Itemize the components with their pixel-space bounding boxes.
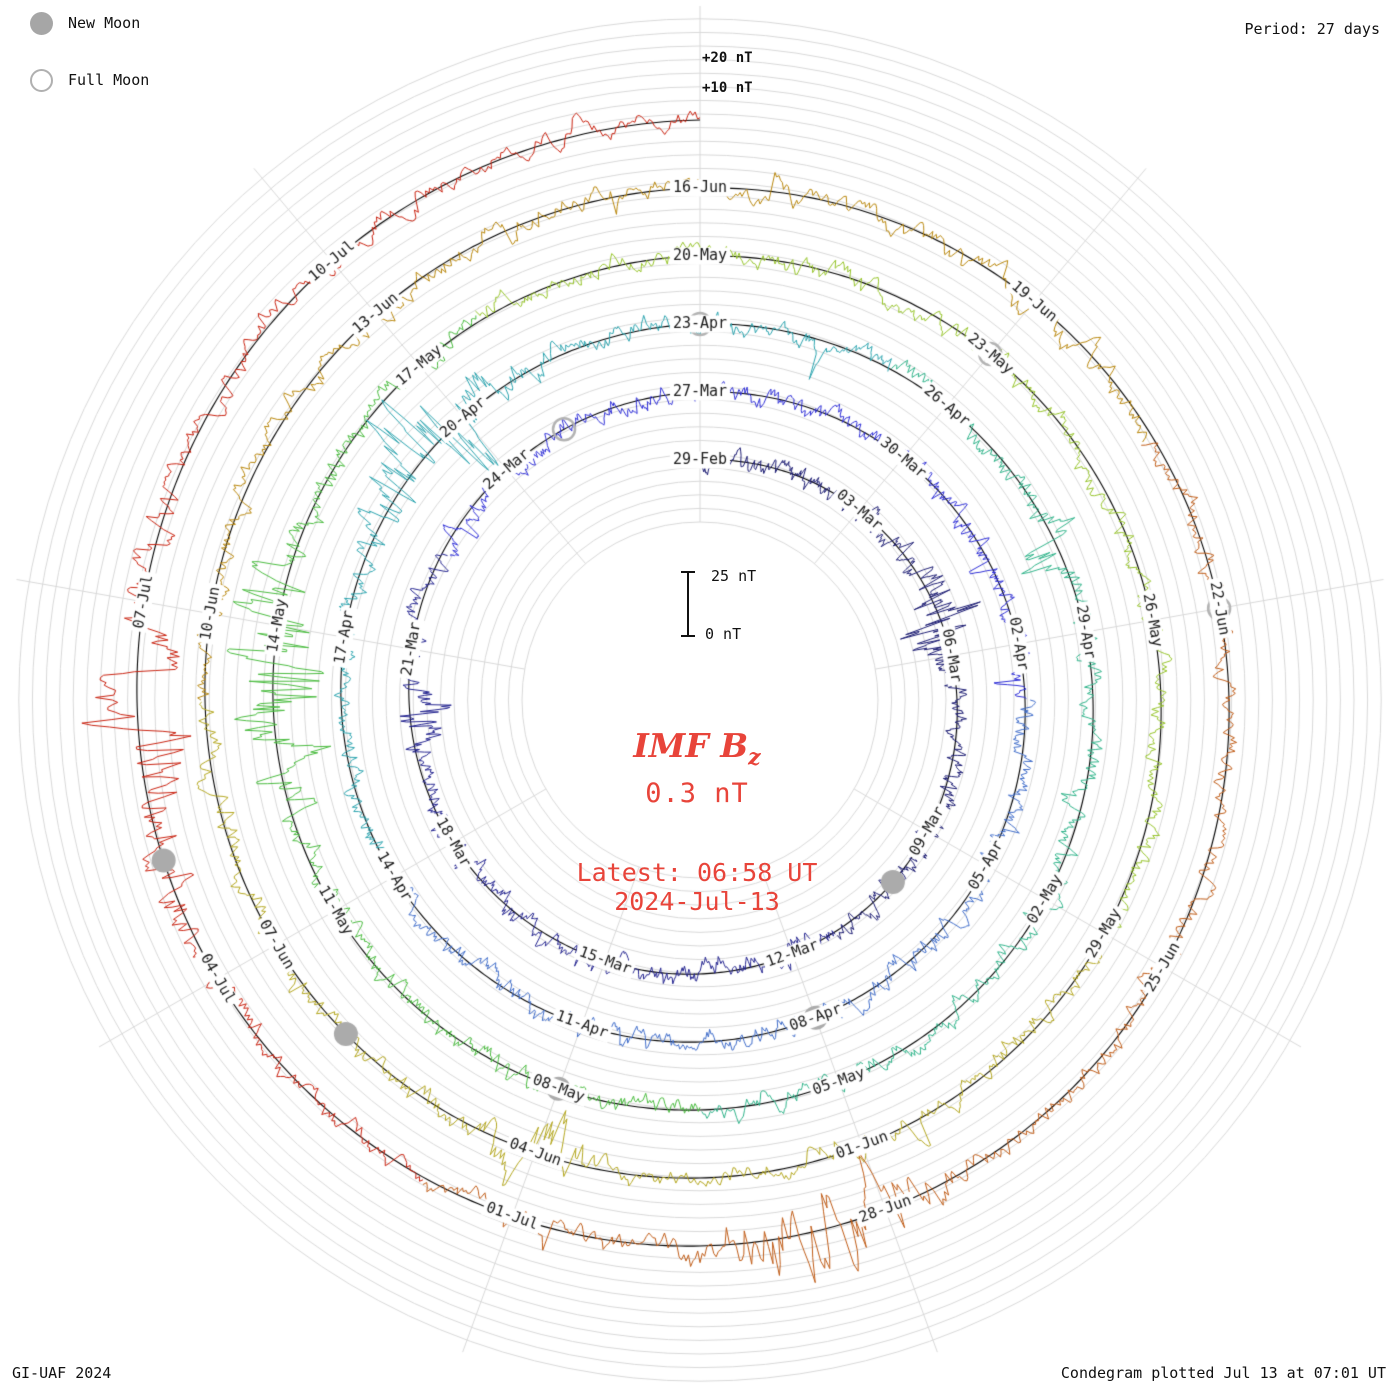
chart-title-main: IMF B bbox=[633, 726, 749, 765]
moon-legend: New Moon Full Moon bbox=[30, 10, 149, 124]
scale-bar-top-label: 25 nT bbox=[711, 567, 757, 585]
scale-bar-bottom-cap bbox=[681, 635, 695, 637]
radial-scale-plus20-label: +20 nT bbox=[702, 50, 753, 66]
credit-gi-uaf: GI-UAF 2024 bbox=[12, 1364, 112, 1382]
legend-full-moon: Full Moon bbox=[30, 67, 149, 93]
current-value-label: 0.3 nT bbox=[645, 778, 749, 809]
new-moon-icon bbox=[30, 11, 53, 35]
new-moon-label: New Moon bbox=[68, 14, 141, 32]
chart-title: IMF Bz bbox=[497, 726, 897, 771]
latest-time-label: Latest: 06:58 UT bbox=[576, 858, 818, 887]
chart-title-subscript: z bbox=[748, 744, 761, 771]
full-moon-label: Full Moon bbox=[68, 71, 150, 89]
legend-new-moon: New Moon bbox=[30, 10, 149, 36]
latest-date-label: 2024-Jul-13 bbox=[614, 887, 780, 916]
period-label: Period: 27 days bbox=[1244, 20, 1380, 38]
scale-bar-bottom-label: 0 nT bbox=[705, 625, 742, 643]
amplitude-scale-bar: 25 nT 0 nT bbox=[681, 567, 791, 643]
full-moon-icon bbox=[30, 68, 53, 92]
scale-bar-stem bbox=[687, 571, 689, 637]
radial-scale-plus10-label: +10 nT bbox=[702, 80, 753, 96]
plot-timestamp: Condegram plotted Jul 13 at 07:01 UT bbox=[1060, 1364, 1386, 1382]
